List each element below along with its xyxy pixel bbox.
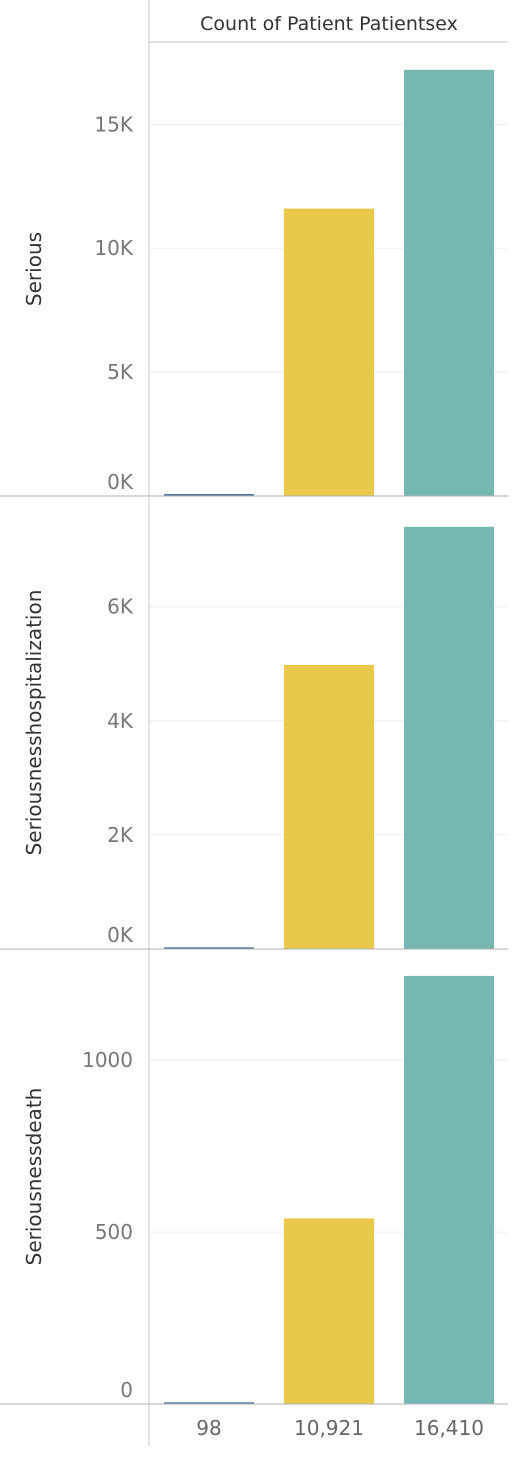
bar-1[interactable] <box>164 1402 254 1404</box>
y-tick-label: 0 <box>120 1378 133 1402</box>
x-tick-label: 10,921 <box>294 1416 364 1440</box>
y-tick-label: 0K <box>107 923 134 947</box>
panel-1: 0K 5K 10K 15K Serious <box>0 42 508 497</box>
y-tick-label: 500 <box>95 1220 133 1244</box>
bar-3[interactable] <box>404 69 494 497</box>
y-tick-label: 2K <box>107 823 134 847</box>
bar-2[interactable] <box>284 664 374 949</box>
y-tick-label: 4K <box>107 709 134 733</box>
y-tick-label: 0K <box>107 470 134 494</box>
bar-3[interactable] <box>404 526 494 949</box>
bar-1[interactable] <box>164 494 254 496</box>
y-tick-label: 10K <box>94 236 133 260</box>
x-tick-label: 98 <box>196 1416 221 1440</box>
panel-3: 0 500 1000 Seriousnessdeath <box>0 949 508 1405</box>
row-label: Seriousnesshospitalization <box>22 590 46 856</box>
row-label: Seriousnessdeath <box>22 1088 46 1266</box>
y-tick-label: 1000 <box>82 1048 133 1072</box>
panel-2: 0K 2K 4K 6K Seriousnesshospitalization <box>0 496 508 950</box>
row-label: Serious <box>22 232 46 306</box>
x-axis: 98 10,921 16,410 <box>148 1404 484 1446</box>
bar-2[interactable] <box>284 1218 374 1404</box>
x-tick-label: 16,410 <box>414 1416 484 1440</box>
panels: 0K 5K 10K 15K Serious 0K 2K 4K 6K Seriousnesshosp… <box>0 42 508 1405</box>
bar-2[interactable] <box>284 208 374 497</box>
bar-3[interactable] <box>404 975 494 1404</box>
bar-1[interactable] <box>164 947 254 949</box>
column-header: Count of Patient Patientsex <box>200 13 458 35</box>
y-tick-label: 5K <box>107 360 134 384</box>
y-tick-label: 6K <box>107 595 134 619</box>
y-tick-label: 15K <box>94 112 133 136</box>
